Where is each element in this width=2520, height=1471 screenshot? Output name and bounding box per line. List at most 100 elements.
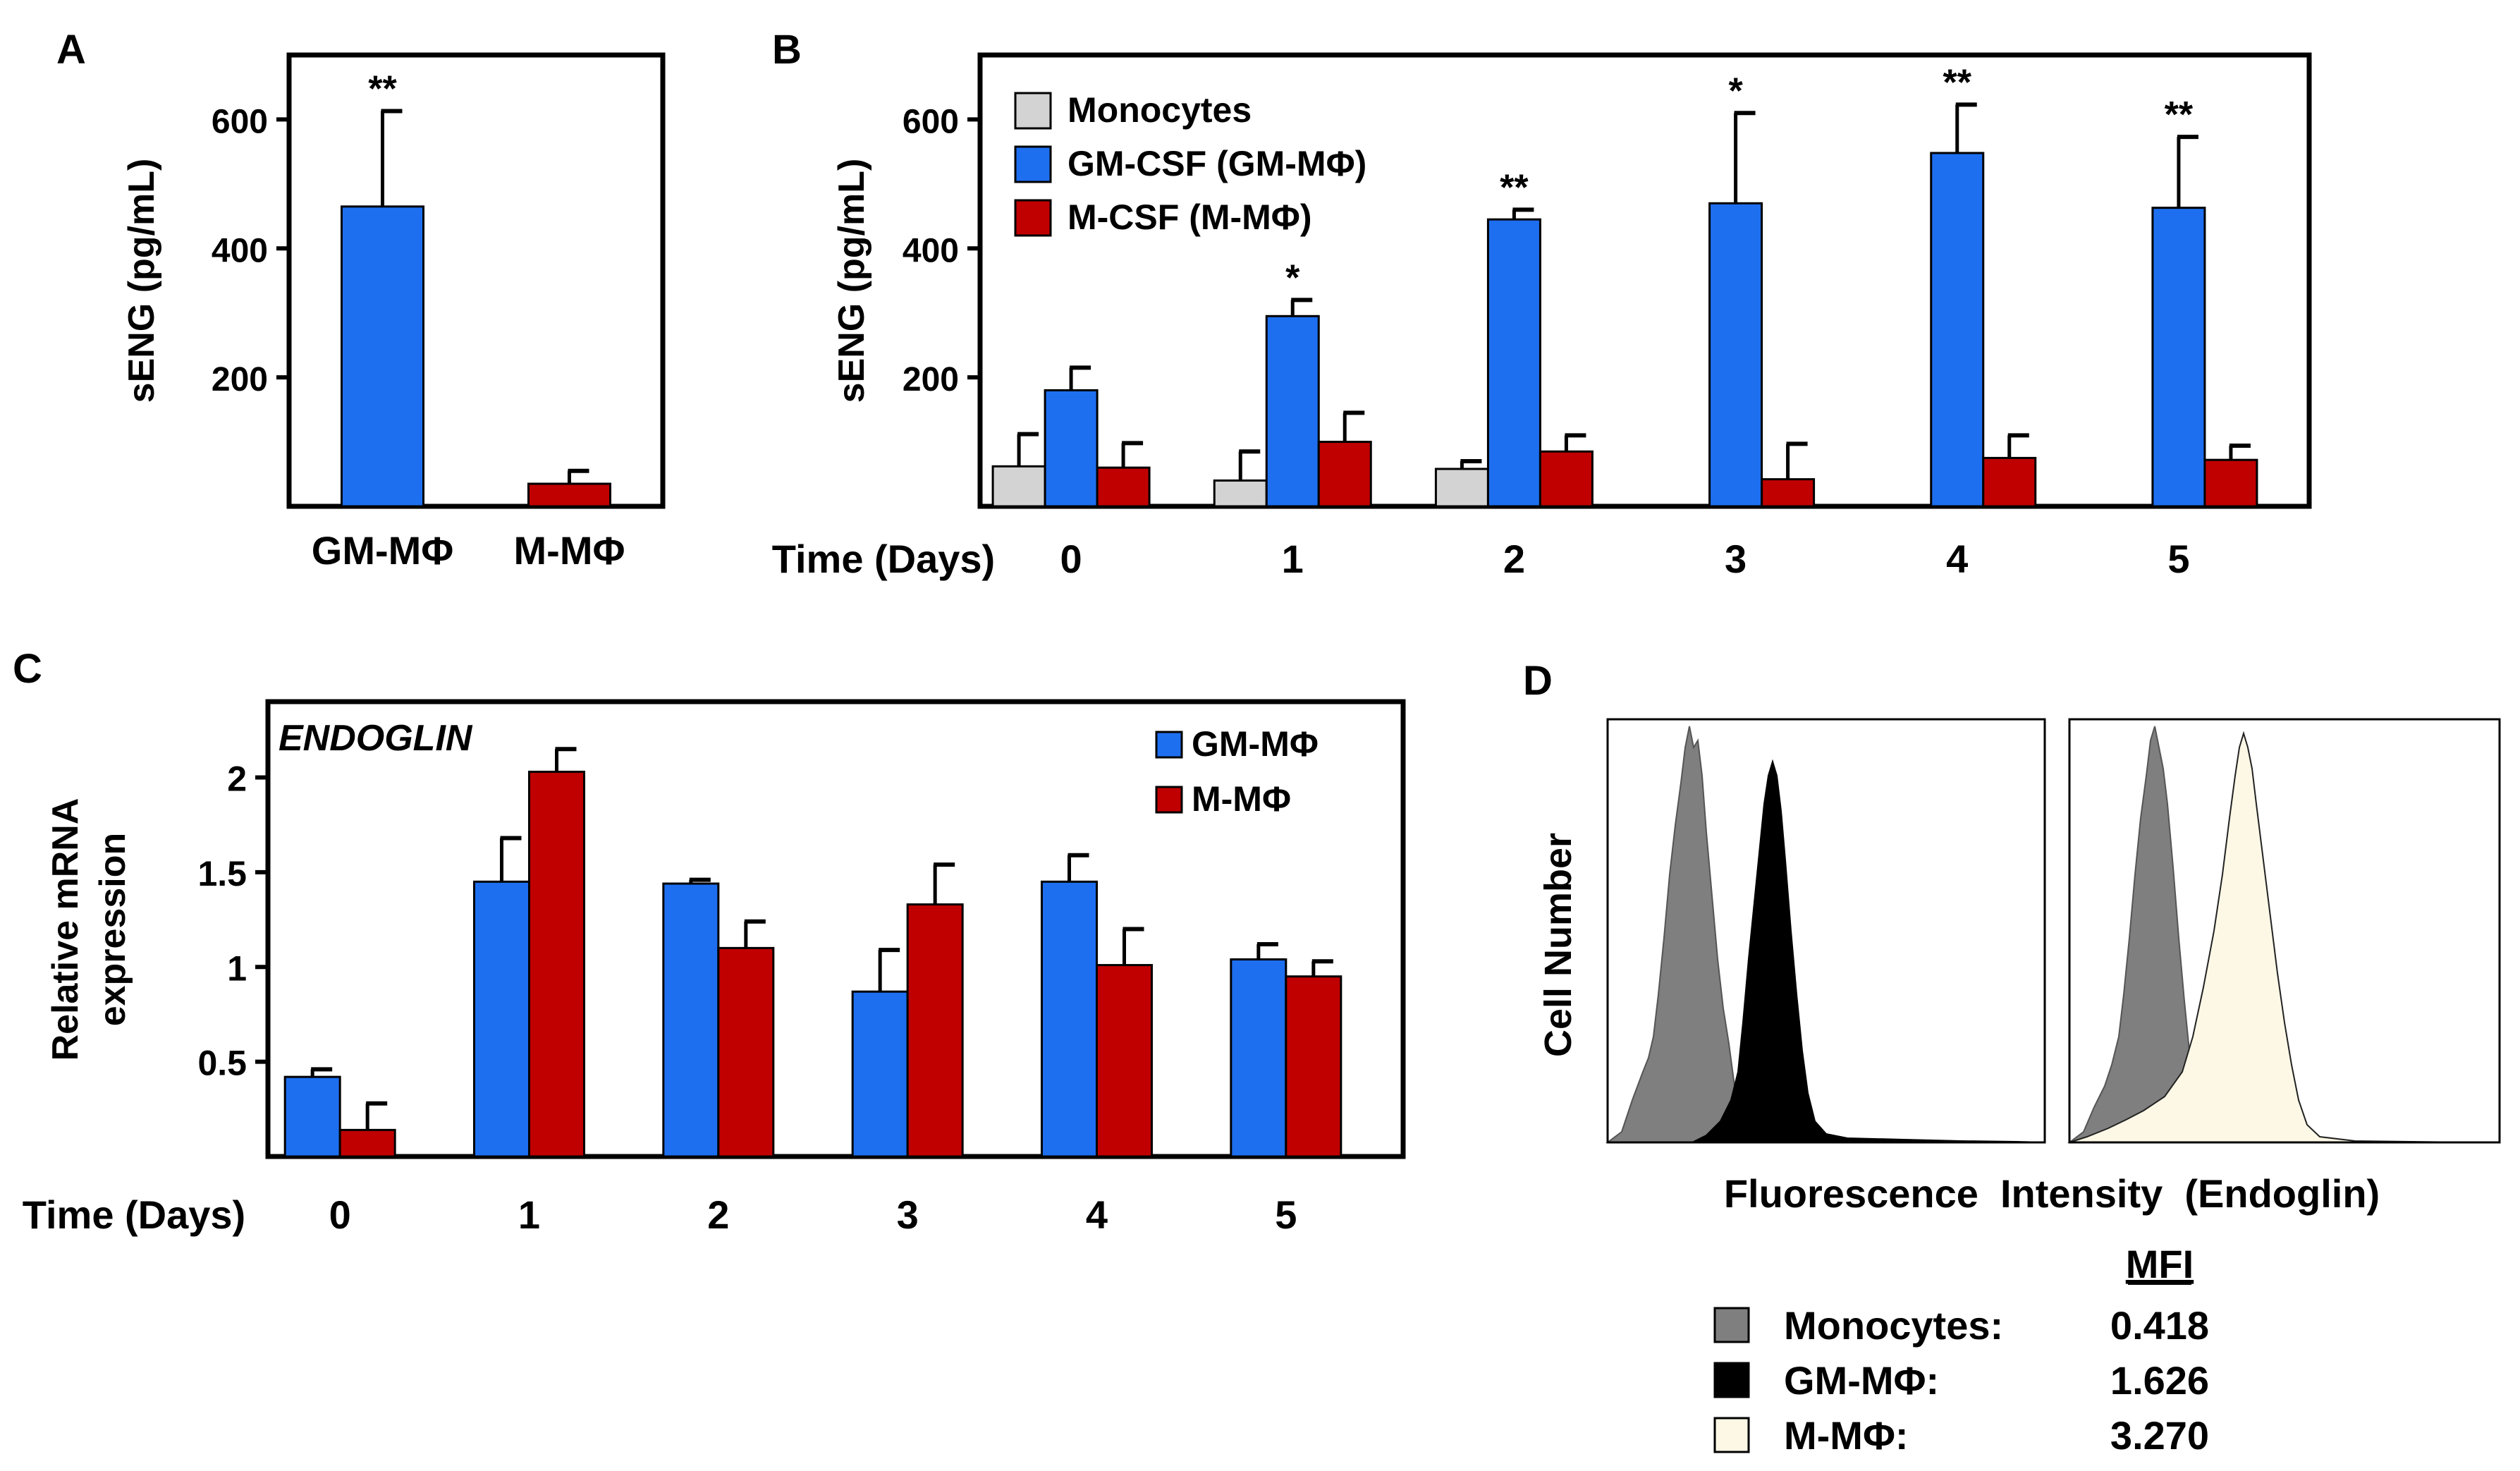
x-category-label: 4 xyxy=(1086,1192,1108,1237)
mfi-row-value: 3.270 xyxy=(2110,1413,2209,1458)
bar xyxy=(473,880,530,1158)
histogram-gm-left xyxy=(1692,759,2045,1143)
legend-label: GM-MΦ xyxy=(1192,724,1319,764)
bar xyxy=(1317,441,1372,508)
panel-c-chart: 0.5 1 1.5 2 0 1 2 3 4 5 Relative mRNA expression Tim… xyxy=(23,699,1406,1237)
panel-c-ylabel-line2: expression xyxy=(92,833,133,1027)
mfi-swatch xyxy=(1713,1307,1750,1343)
y-tick-label: 200 xyxy=(903,361,959,398)
x-category-label: 0 xyxy=(1060,537,1082,581)
x-category-label: 5 xyxy=(1275,1192,1297,1237)
significance-marker: * xyxy=(1728,71,1743,111)
mfi-row-value: 1.626 xyxy=(2110,1358,2209,1403)
mfi-swatch xyxy=(1713,1417,1750,1453)
mfi-legend: Monocytes: 0.418 GM-MΦ: 1.626 M-MΦ: 3.270 xyxy=(1713,1303,2209,1458)
bar xyxy=(1285,975,1342,1158)
legend-label: GM-CSF (GM-MΦ) xyxy=(1068,144,1366,183)
y-tick-label: 0.5 xyxy=(197,1044,247,1083)
panel-d-xlabel: Fluorescence Intensity (Endoglin) xyxy=(1724,1171,2380,1216)
panel-d-ylabel: Cell Number xyxy=(1537,833,1579,1057)
plot-frame xyxy=(977,52,2312,509)
histogram-monocytes-left xyxy=(1605,726,1750,1143)
y-tick-label: 200 xyxy=(212,361,268,398)
bar xyxy=(1265,315,1320,508)
bar xyxy=(906,903,964,1158)
mfi-row-label: M-MΦ: xyxy=(1784,1413,1909,1458)
mfi-row-value: 0.418 xyxy=(2110,1303,2209,1348)
panel-c-xlabel: Time (Days) xyxy=(23,1192,245,1237)
mfi-row-label: GM-MΦ: xyxy=(1784,1358,1939,1403)
bar xyxy=(1096,964,1153,1158)
bar xyxy=(1044,389,1099,508)
panel-c-ylabel-line1: Relative mRNA xyxy=(45,798,86,1061)
bar xyxy=(1434,468,1489,508)
bar xyxy=(1982,456,2037,508)
y-tick-label: 1 xyxy=(227,948,247,988)
histogram-left xyxy=(1605,718,2046,1144)
bar xyxy=(851,990,909,1158)
panel-label-c: C xyxy=(13,646,42,692)
panel-label-d: D xyxy=(1523,658,1553,704)
significance-marker: ** xyxy=(368,69,397,110)
histogram-m-right xyxy=(2069,731,2500,1143)
x-category-label: M-MΦ xyxy=(514,528,625,573)
x-category-label: 5 xyxy=(2167,537,2189,581)
x-category-label: GM-MΦ xyxy=(312,528,453,573)
bar xyxy=(662,882,720,1158)
bar xyxy=(1041,880,1098,1158)
significance-marker: ** xyxy=(1500,167,1529,208)
panel-a-ylabel: sENG (pg/mL) xyxy=(121,159,162,403)
x-category-label: 0 xyxy=(329,1192,351,1237)
bar xyxy=(1539,450,1594,508)
bar xyxy=(1486,218,1541,508)
x-category-label: 1 xyxy=(1282,537,1304,581)
panel-label-b: B xyxy=(772,27,802,73)
bar xyxy=(1213,479,1268,508)
y-tick-label: 400 xyxy=(903,232,959,269)
bar xyxy=(527,482,611,508)
mfi-header: MFI xyxy=(2126,1242,2194,1286)
x-category-label: 1 xyxy=(518,1192,540,1237)
panel-label-a: A xyxy=(56,27,86,73)
significance-marker: ** xyxy=(2165,94,2194,135)
panel-d-histograms: Cell Number Fluorescence Intensity (Endo… xyxy=(1537,718,2501,1458)
legend-label: M-MΦ xyxy=(1192,779,1291,819)
y-tick-label: 1.5 xyxy=(197,854,247,893)
bar xyxy=(341,205,424,508)
legend-swatch xyxy=(1155,731,1183,759)
significance-marker: ** xyxy=(1943,62,1972,103)
bar xyxy=(1096,466,1151,508)
x-category-label: 2 xyxy=(1503,537,1525,581)
x-category-label: 4 xyxy=(1946,537,1968,581)
panel-b-ylabel: sENG (pg/mL) xyxy=(831,159,872,403)
bar xyxy=(1930,152,1985,508)
bar xyxy=(1761,478,1816,508)
significance-marker: * xyxy=(1285,257,1300,298)
y-tick-label: 600 xyxy=(903,103,959,140)
panel-a-chart: 200 400 600 ** GM-MΦ M-MΦ sENG (pg/mL) xyxy=(121,52,666,573)
y-tick-label: 2 xyxy=(227,759,247,799)
x-category-label: 3 xyxy=(897,1192,919,1237)
y-tick-label: 400 xyxy=(212,232,268,269)
plot-frame xyxy=(265,699,1406,1159)
x-category-label: 3 xyxy=(1725,537,1747,581)
x-category-label: 2 xyxy=(707,1192,729,1237)
bar xyxy=(1230,958,1287,1158)
bar xyxy=(1708,202,1763,508)
legend-swatch xyxy=(1155,786,1183,814)
mfi-swatch xyxy=(1713,1362,1750,1398)
legend-swatch xyxy=(1014,199,1052,237)
bar xyxy=(2151,207,2206,508)
panel-b-chart: 200 400 600 0 * 1 ** 2 * 3 ** 4 ** 5 sENG (pg/mL) Time … xyxy=(772,52,2312,581)
bar xyxy=(2203,458,2258,508)
bar xyxy=(283,1075,341,1158)
histogram-right-frame xyxy=(2068,718,2501,1144)
legend-label: M-CSF (M-MΦ) xyxy=(1068,197,1311,237)
legend-swatch xyxy=(1014,92,1052,130)
panel-c-gene-annotation: ENDOGLIN xyxy=(279,718,473,759)
mfi-row-label: Monocytes: xyxy=(1784,1303,2003,1348)
bar xyxy=(528,770,585,1158)
panel-b-xlabel: Time (Days) xyxy=(772,537,995,581)
